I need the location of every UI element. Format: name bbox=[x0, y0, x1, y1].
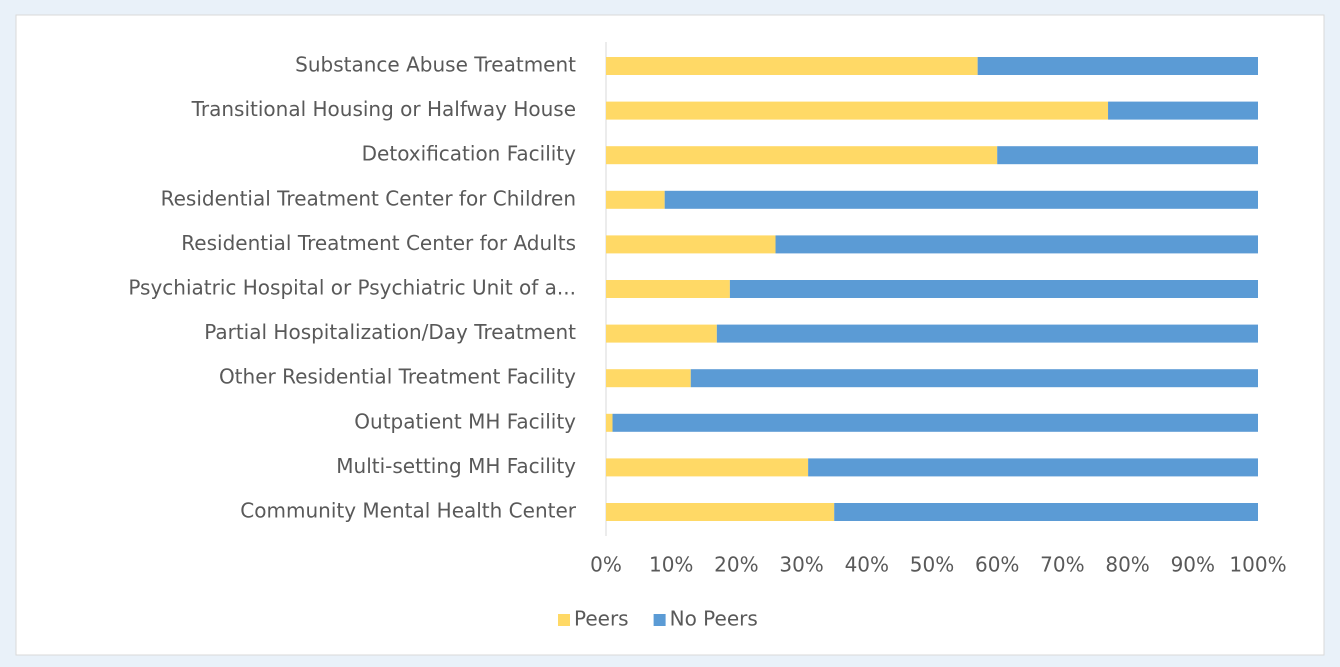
bar-segment bbox=[775, 235, 1258, 254]
x-tick-label: 80% bbox=[1105, 553, 1149, 577]
bar-segment bbox=[606, 324, 717, 343]
y-tick-label: Substance Abuse Treatment bbox=[295, 53, 576, 77]
bar-segment bbox=[606, 101, 1109, 120]
bar-segment bbox=[606, 57, 978, 75]
x-tick-label: 90% bbox=[1171, 553, 1215, 577]
bar-segment bbox=[606, 458, 809, 477]
x-tick-label: 0% bbox=[590, 553, 622, 577]
y-tick-label: Residential Treatment Center for Adults bbox=[181, 231, 576, 255]
bar-segment bbox=[606, 413, 613, 432]
bar-segment bbox=[664, 190, 1258, 209]
x-tick-label: 40% bbox=[845, 553, 889, 577]
x-tick-label: 30% bbox=[779, 553, 823, 577]
y-tick-label: Outpatient MH Facility bbox=[354, 409, 576, 433]
bar-segment bbox=[612, 413, 1258, 432]
legend-label: No Peers bbox=[670, 607, 758, 631]
y-tick-label: Psychiatric Hospital or Psychiatric Unit… bbox=[128, 276, 576, 300]
bar-segment bbox=[606, 369, 691, 388]
bar-segment bbox=[808, 458, 1258, 477]
legend-swatch bbox=[653, 614, 666, 626]
y-tick-label: Partial Hospitalization/Day Treatment bbox=[204, 320, 576, 344]
bar-segment bbox=[977, 57, 1258, 75]
bar-segment bbox=[716, 324, 1258, 343]
x-tick-label: 70% bbox=[1040, 553, 1084, 577]
y-tick-label: Detoxification Facility bbox=[362, 142, 577, 166]
y-tick-label: Transitional Housing or Halfway House bbox=[191, 97, 576, 121]
x-tick-label: 10% bbox=[649, 553, 693, 577]
x-tick-label: 60% bbox=[975, 553, 1019, 577]
bar-segment bbox=[1108, 101, 1258, 120]
bar-segment bbox=[606, 503, 835, 521]
x-tick-label: 20% bbox=[714, 553, 758, 577]
bar-segment bbox=[834, 503, 1258, 521]
bar-segment bbox=[997, 146, 1258, 165]
bar-segment bbox=[606, 280, 730, 298]
bar-segment bbox=[690, 369, 1258, 388]
y-tick-label: Multi-setting MH Facility bbox=[336, 454, 576, 478]
bar-segment bbox=[729, 280, 1258, 298]
bar-segment bbox=[606, 146, 998, 165]
y-tick-label: Community Mental Health Center bbox=[240, 499, 576, 523]
bar-segment bbox=[606, 235, 776, 254]
y-tick-label: Residential Treatment Center for Childre… bbox=[161, 186, 576, 210]
bar-segment bbox=[606, 190, 665, 209]
y-tick-label: Other Residential Treatment Facility bbox=[219, 365, 576, 389]
x-tick-label: 50% bbox=[910, 553, 954, 577]
x-tick-label: 100% bbox=[1229, 553, 1286, 577]
legend-label: Peers bbox=[574, 607, 629, 631]
legend-swatch bbox=[558, 614, 570, 626]
